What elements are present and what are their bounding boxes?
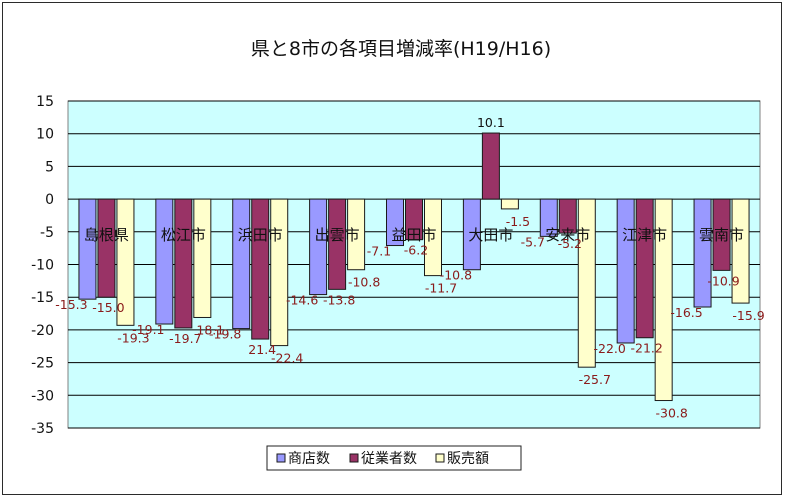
bar (539, 198, 558, 237)
bar (616, 198, 635, 344)
bar (462, 198, 481, 271)
bar-chart: 県と8市の各項目増減率(H19/H16) 15 10 5 0 -5 -10 -15 -20 -2… (31, 38, 765, 471)
data-label: 21.4 (248, 342, 276, 357)
bar (193, 198, 212, 318)
y-tick-label: -20 (31, 323, 54, 339)
category-label: 雲南市 (699, 226, 744, 244)
bar (347, 198, 366, 271)
data-label: 18.1 (196, 322, 224, 337)
category-label: 大田市 (468, 226, 513, 244)
data-label: -19.3 (117, 330, 149, 345)
category-label: 浜田市 (238, 226, 283, 244)
data-label: -14.6 (286, 293, 318, 308)
bar (481, 132, 500, 200)
bar (577, 198, 596, 368)
data-label: -15.9 (732, 308, 764, 323)
y-tick-label: -10 (31, 258, 54, 274)
bar (251, 198, 270, 340)
data-label: -7.1 (367, 244, 391, 259)
data-label: -15.0 (92, 300, 124, 315)
y-tick-label: -25 (31, 356, 54, 372)
legend-label: 従業者数 (361, 451, 417, 467)
data-label: -30.8 (655, 406, 687, 421)
category-label: 島根県 (84, 226, 129, 244)
bar (654, 198, 673, 402)
y-tick-label: 15 (36, 94, 54, 110)
bar (731, 198, 750, 304)
category-label: 安来市 (545, 226, 590, 244)
bar (500, 198, 519, 210)
y-tick-label: 5 (45, 159, 54, 175)
plot-area: 15 10 5 0 -5 -10 -15 -20 -25 -30 -35 島根県 松江市 浜田市 出雲市 益田… (31, 94, 765, 437)
legend: 商店数 従業者数 販売額 (266, 445, 522, 471)
data-label: -1.5 (506, 214, 530, 229)
bar (386, 198, 404, 247)
data-label: -11.7 (425, 281, 457, 296)
data-label: -25.7 (579, 372, 611, 387)
data-label: -13.8 (323, 292, 355, 307)
y-tick-label: -5 (40, 225, 54, 241)
y-tick-label: -30 (31, 388, 54, 404)
bar (116, 198, 135, 326)
category-label: 松江市 (161, 226, 206, 244)
legend-swatch (276, 453, 286, 463)
bar (270, 198, 289, 347)
data-label: -19.8 (209, 327, 241, 342)
data-label: -15.3 (55, 297, 87, 312)
data-label: -10.8 (348, 275, 380, 290)
chart-title: 県と8市の各項目増減率(H19/H16) (251, 38, 551, 60)
bar (309, 198, 328, 296)
data-label: -22.4 (271, 351, 303, 366)
bar (78, 198, 97, 300)
data-label: -19.1 (132, 322, 164, 337)
legend-label: 販売額 (447, 451, 489, 467)
data-label: -16.5 (670, 305, 702, 320)
legend-swatch (349, 453, 359, 463)
bar (424, 198, 442, 277)
y-tick-label: 0 (45, 192, 54, 208)
data-label: -5.7 (521, 234, 545, 249)
y-tick-label: -15 (31, 290, 54, 306)
bar (693, 198, 712, 308)
category-label: 出雲市 (315, 226, 360, 244)
y-tick-label: -35 (31, 421, 54, 437)
bar (328, 198, 347, 290)
data-label: -19.7 (169, 331, 201, 346)
legend-swatch (435, 453, 445, 463)
bar (174, 198, 193, 329)
bar (97, 198, 116, 298)
legend-label: 商店数 (288, 451, 330, 467)
data-label: -22.0 (593, 341, 625, 356)
bar (155, 198, 174, 325)
data-label: -10.9 (707, 273, 739, 288)
legend-box (266, 445, 522, 471)
bar (232, 198, 251, 330)
category-label: 益田市 (391, 226, 436, 244)
bar (558, 198, 577, 234)
data-label: -21.2 (630, 341, 662, 356)
bar (712, 198, 731, 271)
bar (405, 198, 423, 241)
data-label: 10.1 (477, 115, 505, 130)
data-label: -5.2 (558, 236, 582, 251)
bar (635, 198, 654, 339)
data-label: -10.8 (440, 268, 472, 283)
data-label: -6.2 (404, 243, 428, 258)
category-label: 江津市 (622, 226, 667, 244)
y-tick-label: 10 (36, 127, 54, 143)
